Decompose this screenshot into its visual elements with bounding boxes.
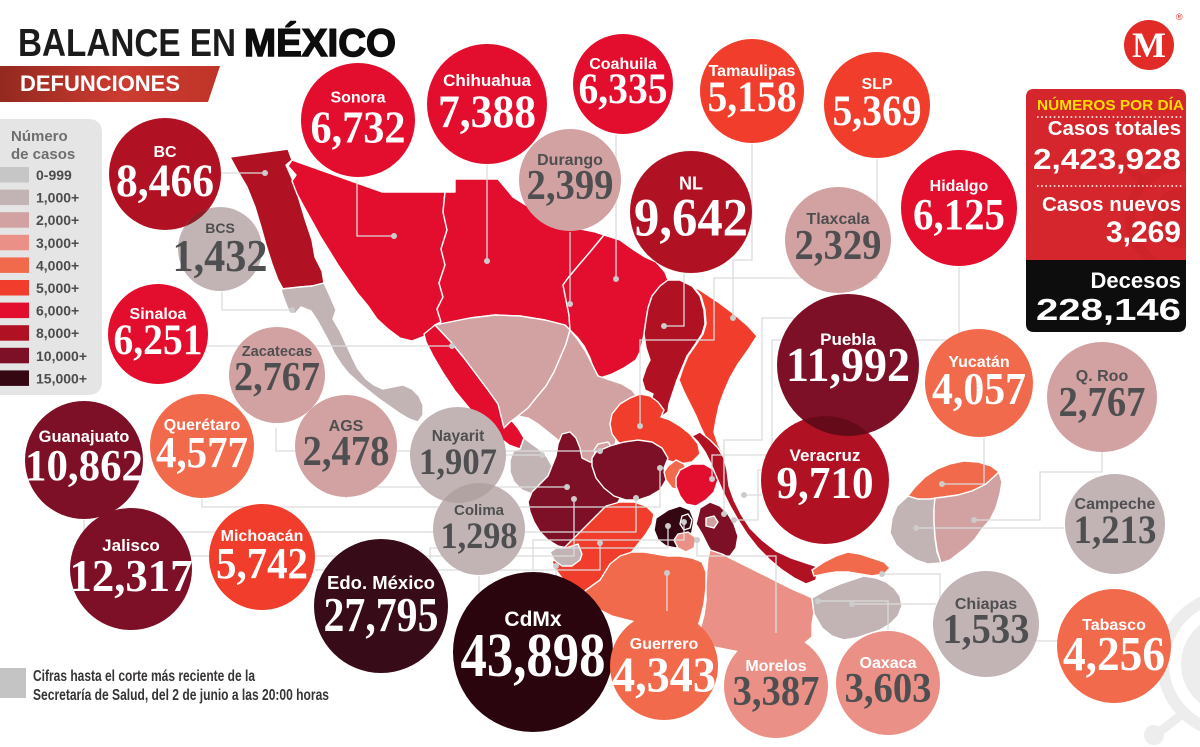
svg-text:Nayarit: Nayarit <box>432 428 485 445</box>
svg-text:Q. Roo: Q. Roo <box>1076 368 1129 385</box>
svg-text:Decesos: Decesos <box>1090 268 1181 293</box>
svg-text:Sinaloa: Sinaloa <box>130 306 187 323</box>
svg-text:3,603: 3,603 <box>845 666 932 712</box>
svg-text:5,369: 5,369 <box>833 88 922 135</box>
svg-text:NL: NL <box>679 173 703 193</box>
svg-text:6,000+: 6,000+ <box>36 303 79 319</box>
svg-text:Número: Número <box>11 128 68 145</box>
svg-text:228,146: 228,146 <box>1036 292 1181 327</box>
svg-text:1,213: 1,213 <box>1074 507 1157 552</box>
svg-text:8,466: 8,466 <box>116 155 214 207</box>
svg-text:®: ® <box>1176 12 1183 22</box>
svg-text:11,992: 11,992 <box>786 337 910 392</box>
svg-text:MÉXICO: MÉXICO <box>244 21 396 65</box>
svg-text:12,317: 12,317 <box>70 550 193 601</box>
svg-text:Chiapas: Chiapas <box>955 596 1017 613</box>
svg-text:Tabasco: Tabasco <box>1082 617 1146 634</box>
svg-text:Morelos: Morelos <box>745 658 806 675</box>
svg-text:27,795: 27,795 <box>324 587 439 642</box>
svg-text:2,000+: 2,000+ <box>36 212 79 228</box>
svg-text:Puebla: Puebla <box>820 330 876 349</box>
svg-text:SLP: SLP <box>861 76 892 93</box>
svg-text:Secretaría de Salud, del 2 de: Secretaría de Salud, del 2 de junio a la… <box>33 687 329 704</box>
svg-text:4,256: 4,256 <box>1063 626 1165 681</box>
svg-text:4,000+: 4,000+ <box>36 257 79 273</box>
svg-text:2,399: 2,399 <box>527 163 614 209</box>
svg-text:M: M <box>1132 25 1166 65</box>
svg-text:10,000+: 10,000+ <box>36 348 87 364</box>
svg-text:Casos nuevos: Casos nuevos <box>1042 193 1181 216</box>
svg-text:Sonora: Sonora <box>330 90 385 107</box>
svg-text:Hidalgo: Hidalgo <box>930 178 989 195</box>
svg-text:3,269: 3,269 <box>1106 216 1181 249</box>
svg-text:DEFUNCIONES: DEFUNCIONES <box>20 71 180 96</box>
svg-text:CdMx: CdMx <box>504 608 561 631</box>
svg-text:Veracruz: Veracruz <box>790 446 861 465</box>
svg-text:Durango: Durango <box>537 152 603 169</box>
svg-text:4,343: 4,343 <box>612 646 716 702</box>
svg-text:6,732: 6,732 <box>311 102 406 153</box>
svg-text:9,710: 9,710 <box>777 457 874 508</box>
svg-text:BCS: BCS <box>205 220 235 236</box>
svg-text:2,478: 2,478 <box>303 429 390 475</box>
svg-text:Oaxaca: Oaxaca <box>860 655 917 672</box>
svg-text:Colima: Colima <box>454 502 505 519</box>
svg-text:Jalisco: Jalisco <box>102 536 160 555</box>
svg-text:Cifras hasta el corte más reci: Cifras hasta el corte más reciente de la <box>33 668 255 685</box>
svg-text:1,000+: 1,000+ <box>36 190 79 206</box>
svg-text:9,642: 9,642 <box>634 187 748 247</box>
svg-text:7,388: 7,388 <box>438 86 536 138</box>
svg-text:8,000+: 8,000+ <box>36 325 79 341</box>
svg-text:1,432: 1,432 <box>173 230 268 281</box>
svg-text:1,298: 1,298 <box>441 516 518 557</box>
svg-text:5,158: 5,158 <box>708 74 797 121</box>
svg-text:5,742: 5,742 <box>216 539 308 588</box>
svg-text:2,423,928: 2,423,928 <box>1033 144 1181 176</box>
svg-text:4,577: 4,577 <box>156 428 248 477</box>
svg-text:3,387: 3,387 <box>733 669 820 715</box>
svg-text:Campeche: Campeche <box>1075 496 1156 513</box>
svg-text:6,125: 6,125 <box>913 190 1005 239</box>
svg-text:6,335: 6,335 <box>579 66 668 113</box>
svg-text:BC: BC <box>153 144 177 161</box>
svg-text:Chihuahua: Chihuahua <box>443 71 531 90</box>
svg-text:NÚMEROS POR DÍA: NÚMEROS POR DÍA <box>1037 96 1184 114</box>
svg-text:1,907: 1,907 <box>419 442 497 483</box>
svg-text:Guerrero: Guerrero <box>630 636 699 653</box>
svg-text:2,329: 2,329 <box>795 223 882 269</box>
svg-text:Querétaro: Querétaro <box>164 417 241 434</box>
svg-text:4,057: 4,057 <box>932 364 1026 414</box>
svg-text:2,767: 2,767 <box>234 353 320 399</box>
svg-text:15,000+: 15,000+ <box>36 370 87 386</box>
svg-text:3,000+: 3,000+ <box>36 235 79 251</box>
svg-text:1,533: 1,533 <box>943 607 1030 653</box>
svg-text:10,862: 10,862 <box>25 441 143 490</box>
svg-text:Casos totales: Casos totales <box>1048 117 1181 140</box>
svg-text:BALANCE EN: BALANCE EN <box>18 22 236 65</box>
svg-text:Tlaxcala: Tlaxcala <box>806 211 869 228</box>
svg-text:de casos: de casos <box>11 146 75 163</box>
svg-text:6,251: 6,251 <box>114 317 203 364</box>
svg-text:AGS: AGS <box>329 418 364 435</box>
svg-text:Michoacán: Michoacán <box>221 528 304 545</box>
svg-text:Tamaulipas: Tamaulipas <box>709 63 796 80</box>
svg-text:Guanajuato: Guanajuato <box>39 428 130 446</box>
svg-text:Coahuila: Coahuila <box>589 56 657 73</box>
svg-text:Edo. México: Edo. México <box>327 572 435 593</box>
svg-text:43,898: 43,898 <box>461 622 606 690</box>
svg-text:Zacatecas: Zacatecas <box>242 344 313 360</box>
svg-text:0-999: 0-999 <box>36 167 72 183</box>
svg-text:Yucatán: Yucatán <box>948 354 1009 371</box>
svg-text:2,767: 2,767 <box>1059 380 1146 426</box>
svg-text:5,000+: 5,000+ <box>36 280 79 296</box>
